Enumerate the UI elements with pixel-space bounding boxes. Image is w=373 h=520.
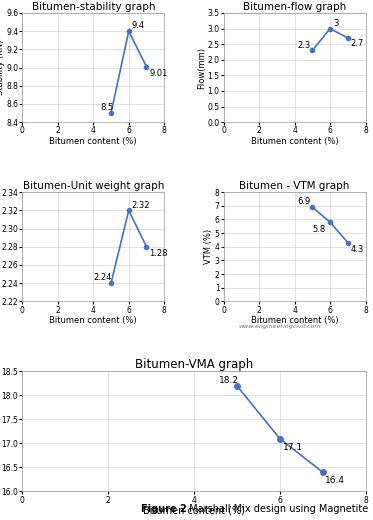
- Text: 1.28: 1.28: [149, 250, 168, 258]
- Text: 17.1: 17.1: [282, 443, 303, 452]
- Title: Bitumen-Unit weight graph: Bitumen-Unit weight graph: [23, 181, 164, 191]
- Y-axis label: VTM (%): VTM (%): [204, 229, 213, 264]
- Text: www.engineeringcivil.com: www.engineeringcivil.com: [238, 324, 321, 329]
- X-axis label: Bitumen content (%): Bitumen content (%): [50, 137, 137, 146]
- Text: Figure 2: Figure 2: [141, 504, 186, 514]
- X-axis label: Bitumen content (%): Bitumen content (%): [50, 316, 137, 325]
- Text: 9.01: 9.01: [149, 69, 167, 79]
- Y-axis label: Stability (KN): Stability (KN): [0, 40, 5, 95]
- X-axis label: Bitumen content (%): Bitumen content (%): [143, 506, 245, 516]
- Text: 18.2: 18.2: [219, 376, 239, 385]
- Text: 4.3: 4.3: [351, 245, 364, 254]
- Title: Bitumen-flow graph: Bitumen-flow graph: [243, 2, 346, 12]
- X-axis label: Bitumen content (%): Bitumen content (%): [251, 316, 338, 325]
- Y-axis label: Flow(mm): Flow(mm): [197, 47, 206, 88]
- Title: Bitumen-VMA graph: Bitumen-VMA graph: [135, 358, 253, 371]
- Text: 6.9: 6.9: [297, 198, 310, 206]
- Text: 9.4: 9.4: [132, 21, 145, 31]
- Text: 5.8: 5.8: [312, 225, 325, 234]
- Title: Bitumen - VTM graph: Bitumen - VTM graph: [239, 181, 350, 191]
- X-axis label: Bitumen content (%): Bitumen content (%): [251, 137, 338, 146]
- Text: 3: 3: [333, 19, 338, 28]
- Text: 2.3: 2.3: [297, 41, 310, 49]
- Text: 8.5: 8.5: [100, 103, 113, 112]
- Text: 16.4: 16.4: [325, 476, 345, 485]
- Text: 2.7: 2.7: [351, 40, 364, 48]
- Text: 2.32: 2.32: [132, 201, 150, 210]
- Title: Bitumen-stability graph: Bitumen-stability graph: [32, 2, 155, 12]
- Text: 2.24: 2.24: [93, 274, 111, 282]
- Text: Marshall Mix design using Magnetite: Marshall Mix design using Magnetite: [186, 504, 369, 514]
